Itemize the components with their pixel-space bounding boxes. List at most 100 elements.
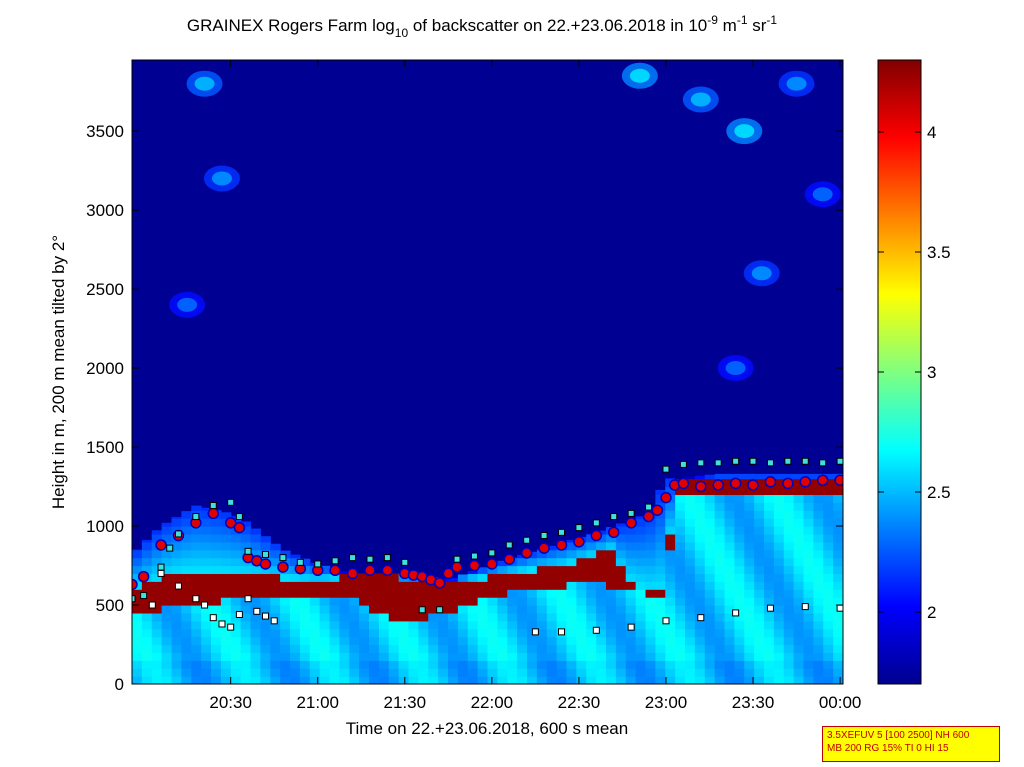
heatmap-cell	[290, 557, 301, 567]
heatmap-cell	[477, 567, 489, 575]
heatmap-cell	[675, 486, 686, 496]
heatmap-cell	[181, 660, 192, 669]
heatmap-cell	[497, 565, 508, 575]
heatmap-cell	[724, 486, 735, 496]
heatmap-cell	[783, 573, 795, 582]
heatmap-cell	[823, 660, 834, 669]
heatmap-cell	[181, 652, 192, 661]
heatmap-cell	[803, 668, 814, 677]
heatmap-cell	[576, 565, 587, 575]
heatmap-cell	[596, 620, 607, 630]
heatmap-cell	[665, 581, 676, 590]
heatmap-cell	[754, 620, 765, 630]
heatmap-cell	[803, 620, 814, 630]
cyan-square-marker	[662, 465, 670, 473]
heatmap-cell	[744, 628, 755, 638]
heatmap-cell	[290, 652, 301, 661]
heatmap-cell	[299, 652, 311, 661]
white-square-marker	[157, 569, 165, 577]
heatmap-cell	[240, 573, 252, 582]
heatmap-cell	[635, 605, 647, 614]
heatmap-cell	[685, 628, 696, 638]
heatmap-cell	[754, 636, 765, 646]
heatmap-cell	[171, 620, 182, 630]
heatmap-cell	[783, 644, 795, 654]
heatmap-cell	[803, 494, 814, 503]
heatmap-cell	[783, 510, 795, 519]
heatmap-cell	[665, 605, 676, 614]
heatmap-cell	[339, 620, 350, 630]
heatmap-cell	[823, 597, 834, 606]
heatmap-cell	[685, 597, 696, 606]
heatmap-cell	[833, 581, 843, 590]
heatmap-cell	[635, 668, 647, 677]
heatmap-cell	[685, 510, 696, 519]
heatmap-cell	[132, 612, 143, 622]
heatmap-cell	[773, 486, 785, 496]
heatmap-cell	[714, 473, 726, 480]
heatmap-cell	[803, 565, 814, 575]
heatmap-cell	[793, 473, 805, 480]
heatmap-cell	[290, 581, 301, 590]
heatmap-cell	[685, 486, 696, 496]
heatmap-cell	[438, 668, 449, 677]
heatmap-cell	[240, 526, 252, 535]
heatmap-cell	[645, 541, 656, 551]
heatmap-cell	[477, 636, 489, 646]
cyan-square-marker	[836, 457, 843, 465]
x-tick-label: 20:30	[209, 693, 252, 712]
heatmap-cell	[477, 676, 489, 684]
heatmap-cell	[764, 628, 775, 638]
heatmap-cell	[132, 549, 143, 559]
heatmap-cell	[724, 676, 735, 684]
heatmap-cell	[309, 628, 321, 638]
heatmap-cell	[477, 573, 489, 582]
heatmap-cell	[813, 628, 824, 638]
heatmap-cell	[398, 652, 410, 661]
heatmap-cell	[596, 660, 607, 669]
heatmap-cell	[398, 597, 410, 606]
heatmap-cell	[536, 660, 548, 669]
heatmap-cell	[270, 620, 281, 630]
heatmap-cell	[171, 565, 182, 575]
heatmap-cell	[171, 541, 182, 551]
heatmap-cell	[260, 541, 271, 551]
heatmap-cell	[290, 589, 301, 598]
heatmap-cell	[734, 597, 745, 606]
red-dot-marker	[729, 477, 742, 490]
heatmap-cell	[764, 573, 775, 582]
heatmap-cell	[556, 597, 568, 606]
heatmap-cell	[645, 533, 656, 543]
heatmap-cell	[596, 597, 607, 606]
heatmap-cell	[783, 541, 795, 551]
heatmap-cell	[132, 549, 143, 551]
heatmap-cell	[161, 660, 173, 669]
heatmap-cell	[833, 668, 843, 677]
heatmap-cell	[230, 565, 242, 575]
heatmap-cell	[467, 644, 479, 654]
heatmap-cell	[546, 620, 558, 630]
heatmap-cell	[132, 644, 143, 654]
heatmap-cell	[783, 660, 795, 669]
heatmap-cell	[724, 478, 735, 488]
heatmap-cell	[803, 473, 814, 480]
heatmap-cell	[260, 565, 271, 575]
heatmap-cell	[230, 573, 242, 582]
heatmap-cell	[388, 605, 400, 614]
heatmap-cell	[299, 558, 311, 567]
heatmap-cell	[369, 660, 380, 669]
heatmap-cell	[230, 581, 242, 590]
heatmap-cell	[714, 526, 726, 535]
heatmap-cell	[270, 612, 281, 622]
heatmap-cell	[230, 676, 242, 684]
heatmap-cell	[783, 502, 795, 511]
y-tick-label: 0	[115, 675, 124, 694]
heatmap-cell	[359, 620, 370, 630]
heatmap-cell	[132, 557, 143, 567]
heatmap-cell	[625, 573, 637, 582]
heatmap-cell	[359, 652, 370, 661]
heatmap-cell	[645, 518, 656, 527]
heatmap-cell	[645, 652, 656, 661]
cloud-patch-core	[751, 266, 772, 281]
heatmap-cell	[507, 612, 518, 622]
